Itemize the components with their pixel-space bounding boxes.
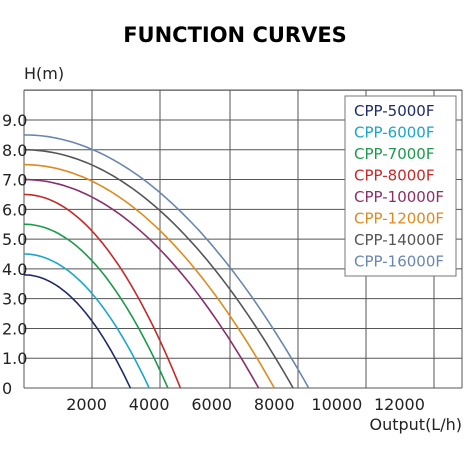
x-axis-label: Output(L/h) [369,415,462,434]
legend-item: CPP-6000F [354,124,434,142]
y-tick-label: 5.0 [2,230,27,249]
y-tick-label: 1.0 [2,349,27,368]
y-tick-label: 4.0 [2,260,27,279]
curve-cpp-6000f [24,253,150,389]
y-tick-label: 6.0 [2,200,27,219]
y-tick-label: 8.0 [2,141,27,160]
legend: CPP-5000F CPP-6000F CPP-7000F CPP-8000F CPP-… [344,95,457,277]
x-tick-label: 10000 [311,395,362,414]
legend-item: CPP-12000F [354,210,444,228]
y-tick-label: 3.0 [2,290,27,309]
legend-item: CPP-8000F [354,167,434,185]
legend-item: CPP-10000F [354,188,444,206]
y-tick-label: 2.0 [2,319,27,338]
curve-cpp-10000f [24,178,260,389]
legend-item: CPP-7000F [354,145,434,163]
legend-box [344,95,457,277]
y-tick-label: 7.0 [2,171,27,190]
tick-labels: 0 1.0 2.0 3.0 4.0 5.0 6.0 7.0 8.0 9.0 2000 4000 6000… [2,111,425,414]
curve-cpp-12000f [24,163,275,389]
x-tick-label: 6000 [191,395,232,414]
legend-item: CPP-16000F [354,253,444,271]
legend-item: CPP-14000F [354,231,444,249]
y-axis-label: H(m) [24,64,64,83]
chart-title: FUNCTION CURVES [123,23,347,47]
x-tick-label: 8000 [254,395,295,414]
curve-cpp-16000f [23,134,310,389]
y-tick-label: 9.0 [2,111,27,130]
curves [23,134,310,389]
curve-cpp-5000f [23,274,132,389]
curve-cpp-7000f [23,223,169,389]
curve-cpp-14000f [24,149,294,389]
curve-cpp-8000f [23,193,182,389]
x-tick-label: 4000 [129,395,170,414]
x-tick-label: 12000 [374,395,425,414]
legend-item: CPP-5000F [354,102,434,120]
y-tick-label: 0 [2,379,12,398]
x-tick-label: 2000 [66,395,107,414]
